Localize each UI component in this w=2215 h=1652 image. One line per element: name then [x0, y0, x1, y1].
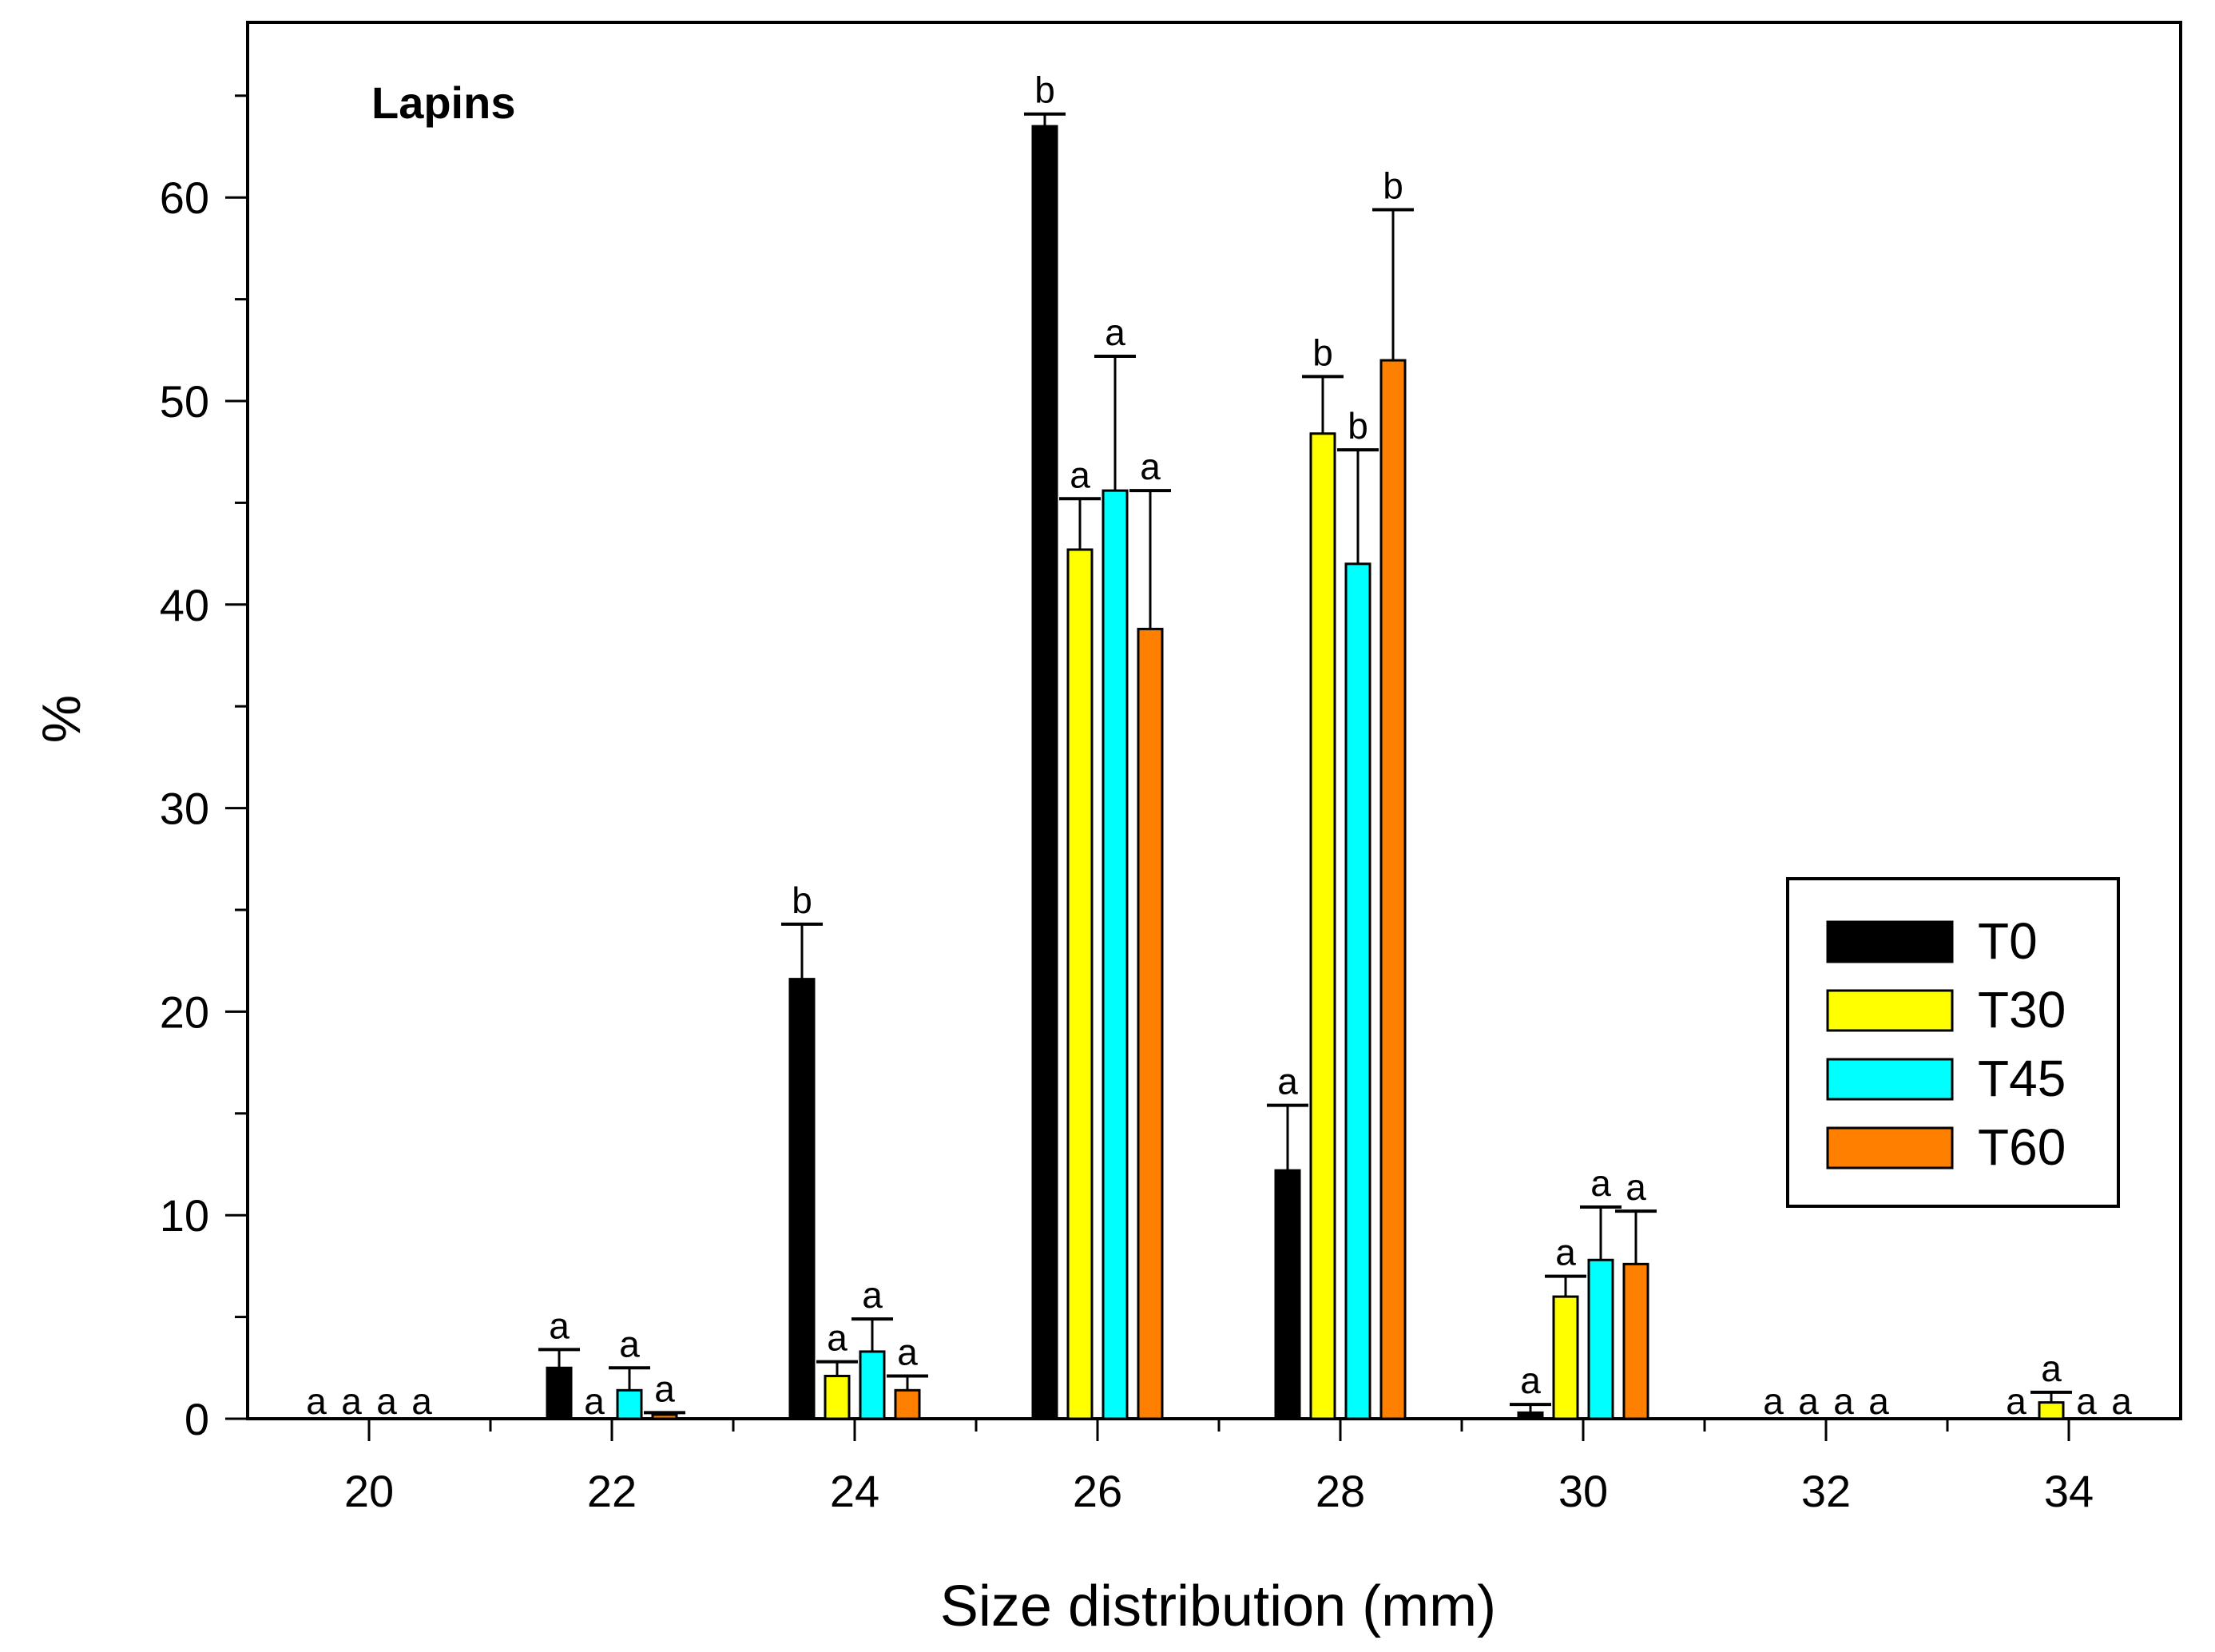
bar-t45-22 [616, 1388, 643, 1420]
bar-t0-22 [546, 1366, 573, 1420]
bar-t60-24 [894, 1388, 921, 1420]
y-tick-label: 30 [160, 784, 209, 834]
significance-letter: a [1763, 1380, 1784, 1422]
significance-letter: a [654, 1368, 675, 1409]
bar-t30-34 [2038, 1401, 2065, 1420]
x-axis-label: Size distribution (mm) [940, 1575, 1496, 1638]
bar-series-group [546, 125, 2065, 1420]
significance-letter: a [1833, 1380, 1854, 1422]
bar-t45-26 [1102, 489, 1129, 1420]
y-axis-label: % [31, 695, 92, 743]
chart-title: Lapins [371, 77, 515, 128]
bar-t45-28 [1344, 562, 1371, 1420]
significance-letter: a [341, 1380, 362, 1422]
y-tick-label: 0 [185, 1394, 209, 1444]
significance-letter: a [549, 1305, 570, 1346]
significance-letter: a [411, 1380, 432, 1422]
significance-letter: a [897, 1331, 918, 1372]
bar-t0-26 [1031, 125, 1058, 1420]
x-tick-label: 22 [587, 1466, 637, 1516]
x-axis: 20 22 24 26 28 30 32 34 [248, 1417, 2181, 1516]
error-bar-group [538, 112, 2072, 1415]
legend-swatch-t0 [1826, 920, 1954, 963]
x-tick-label: 26 [1073, 1466, 1122, 1516]
significance-letter: a [1590, 1162, 1611, 1204]
significance-letter: b [792, 880, 812, 921]
significance-letter: a [619, 1323, 640, 1364]
significance-letter: a [1626, 1166, 1646, 1208]
bar-t60-30 [1622, 1262, 1649, 1420]
significance-letter: b [1312, 332, 1333, 373]
bar-t45-30 [1587, 1258, 1614, 1420]
x-tick-label: 20 [344, 1466, 394, 1516]
y-tick-label: 20 [160, 987, 209, 1037]
significance-letter: a [1868, 1380, 1889, 1422]
y-tick-label: 50 [160, 376, 209, 427]
bar-t30-28 [1309, 432, 1336, 1420]
x-tick-label: 32 [1801, 1466, 1851, 1516]
significance-letter: a [1798, 1380, 1819, 1422]
significance-letter: a [862, 1274, 883, 1316]
y-axis: 0 10 20 30 40 50 60 [160, 94, 248, 1444]
bar-t60-22 [651, 1413, 678, 1420]
significance-letter: a [1070, 454, 1090, 495]
legend-swatch-t30 [1826, 989, 1954, 1032]
significance-letter: a [1520, 1360, 1541, 1401]
bar-t30-26 [1066, 548, 1094, 1420]
significance-letter: a [1140, 446, 1161, 487]
bar-t60-28 [1379, 359, 1407, 1420]
significance-letter: a [827, 1317, 847, 1359]
significance-letter: a [2076, 1380, 2097, 1422]
legend-swatch-t45 [1826, 1058, 1954, 1101]
x-tick-label: 28 [1316, 1466, 1365, 1516]
significance-letter: b [1348, 405, 1368, 447]
plot-frame [246, 21, 2182, 1420]
significance-letter: a [2111, 1380, 2132, 1422]
significance-letter: a [1555, 1232, 1576, 1273]
y-tick-label: 10 [160, 1190, 209, 1241]
legend-label-t0: T0 [1978, 912, 2038, 970]
significance-letter: a [1105, 312, 1125, 353]
significance-letter: a [2006, 1380, 2026, 1422]
y-tick-label: 60 [160, 173, 209, 223]
bar-t0-28 [1274, 1169, 1301, 1420]
significance-letter: a [306, 1380, 327, 1422]
significance-letter: a [1277, 1061, 1298, 1102]
bar-t30-24 [824, 1374, 851, 1420]
bar-t60-26 [1137, 627, 1164, 1420]
x-tick-label: 34 [2044, 1466, 2094, 1516]
legend-label-t30: T30 [1978, 981, 2066, 1038]
x-tick-label: 24 [830, 1466, 879, 1516]
bar-t45-24 [859, 1350, 886, 1420]
legend: T0 T30 T45 T60 [1786, 877, 2120, 1208]
legend-label-t60: T60 [1978, 1118, 2066, 1176]
y-tick-label: 40 [160, 580, 209, 630]
significance-letter: a [376, 1380, 397, 1422]
bar-t30-30 [1552, 1295, 1579, 1420]
significance-letter: b [1383, 165, 1403, 206]
bar-t0-30 [1517, 1411, 1544, 1420]
legend-swatch-t60 [1826, 1126, 1954, 1170]
significance-letter: a [584, 1380, 605, 1422]
bar-t0-24 [788, 978, 816, 1420]
legend-label-t45: T45 [1978, 1050, 2066, 1107]
x-tick-label: 30 [1558, 1466, 1608, 1516]
significance-letter: a [2041, 1348, 2062, 1389]
significance-letter: b [1034, 69, 1055, 111]
